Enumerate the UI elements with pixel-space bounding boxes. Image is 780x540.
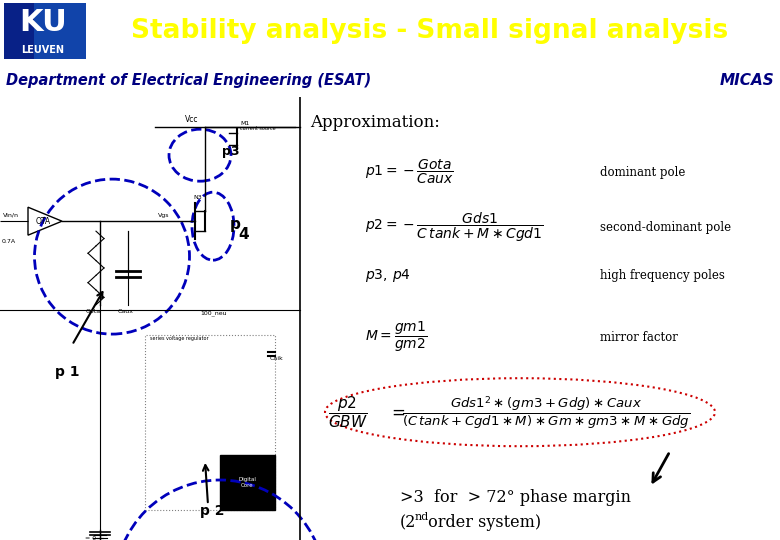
Text: dominant pole: dominant pole [600,166,686,179]
Text: >3  for  > 72° phase margin: >3 for > 72° phase margin [400,489,631,506]
Text: 4: 4 [238,227,249,242]
Text: $p3,\, p4$: $p3,\, p4$ [365,267,411,284]
Text: Approximation:: Approximation: [310,114,440,131]
Text: p 1: p 1 [55,365,80,379]
Text: N3: N3 [193,195,202,200]
Bar [4,3,86,59]
Text: $\dfrac{Gds1^{2} \ast (gm3 + Gdg) \ast Caux}{(C\,tank + Cgd1 \ast M) \ast Gm \as: $\dfrac{Gds1^{2} \ast (gm3 + Gdg) \ast C… [402,394,690,430]
Text: OTA: OTA [35,217,51,226]
Text: series voltage regulator: series voltage regulator [150,336,208,341]
Text: Caux: Caux [118,309,134,314]
Text: mirror factor: mirror factor [600,330,678,343]
Text: $p1 = -\dfrac{Gota}{Caux}$: $p1 = -\dfrac{Gota}{Caux}$ [365,158,454,186]
Bar [220,455,275,510]
Text: Department of Electrical Engineering (ESAT): Department of Electrical Engineering (ES… [6,73,371,87]
Text: (2: (2 [400,514,417,531]
Text: p: p [230,217,241,232]
Text: 100_neu: 100_neu [200,310,227,316]
Text: 0.7A: 0.7A [2,239,16,244]
Text: Caik: Caik [270,356,284,361]
Text: $M = \dfrac{gm1}{gm2}$: $M = \dfrac{gm1}{gm2}$ [365,320,427,354]
Bar [4,3,34,59]
Text: high frequency poles: high frequency poles [600,269,725,282]
Text: MICAS: MICAS [719,73,774,87]
Bar [145,335,275,510]
Text: order system): order system) [423,514,541,531]
Text: Gota: Gota [86,309,101,314]
Text: M1: M1 [240,121,250,126]
Text: $\dfrac{p2}{GBW}$: $\dfrac{p2}{GBW}$ [328,394,368,430]
Text: Vgs: Vgs [158,213,169,218]
Text: $p2 = -\dfrac{Gds1}{C\,tank + M \ast Cgd1}$: $p2 = -\dfrac{Gds1}{C\,tank + M \ast Cgd… [365,211,544,244]
Text: = 0: = 0 [85,536,96,540]
Text: second-dominant pole: second-dominant pole [600,221,731,234]
Text: Vcc: Vcc [185,115,198,124]
Text: Vin/n: Vin/n [3,212,19,217]
Text: current source: current source [240,126,275,131]
Text: $=$: $=$ [388,404,406,421]
Text: p3: p3 [222,145,239,158]
Text: LEUVEN: LEUVEN [22,45,65,55]
Text: Digital
Core: Digital Core [239,477,257,488]
Text: Stability analysis - Small signal analysis: Stability analysis - Small signal analys… [131,18,729,44]
Text: KU: KU [20,8,67,37]
Text: p 2: p 2 [200,504,225,518]
Text: nd: nd [415,512,429,522]
